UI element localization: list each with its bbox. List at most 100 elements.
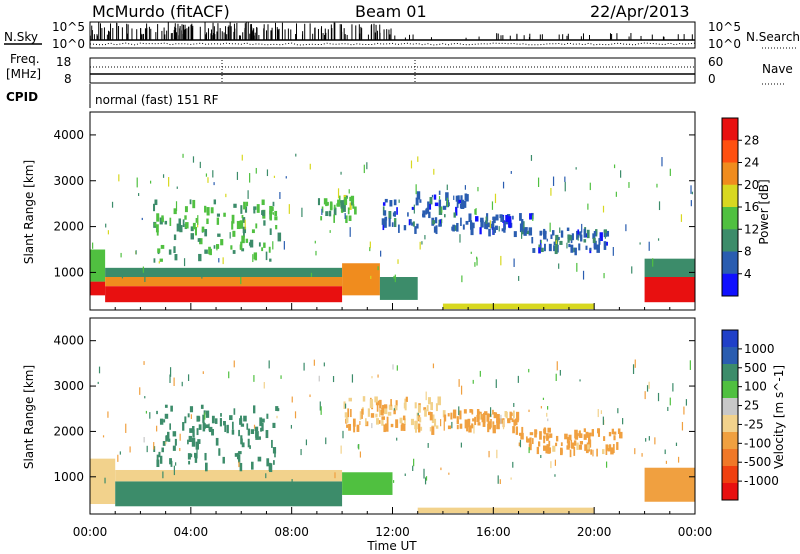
echo-band (90, 458, 116, 505)
power-axes: 1000 2000 3000 4000 (53, 128, 696, 310)
echo-speckle (300, 449, 302, 456)
echo-cell (399, 417, 403, 424)
echo-cell (161, 447, 164, 453)
echo-cell (471, 423, 474, 429)
echo-speckle (398, 199, 400, 203)
echo-cell (492, 424, 496, 434)
echo-cell (456, 222, 459, 232)
echo-cell (466, 424, 469, 432)
echo-speckle (559, 369, 561, 376)
echo-speckle (683, 406, 685, 415)
echo-cell (537, 441, 541, 447)
echo-cell (605, 230, 610, 237)
echo-cell (452, 409, 457, 419)
echo-speckle (617, 408, 619, 414)
colorbar-tick-label: -500 (744, 455, 771, 469)
echo-cell (195, 217, 198, 223)
echo-cell (555, 234, 559, 242)
echo-cell (369, 399, 374, 408)
echo-cell (561, 449, 563, 454)
echo-speckle (142, 266, 144, 273)
echo-speckle (547, 406, 549, 410)
echo-cell (512, 426, 515, 434)
echo-cell (429, 196, 433, 205)
echo-speckle (424, 235, 426, 240)
echo-cell (415, 197, 419, 206)
colorbar-frame (721, 329, 739, 501)
echo-cell (460, 217, 462, 226)
echo-cell (592, 233, 596, 239)
x-tick-label: 12:00 (375, 525, 410, 539)
echo-speckle (575, 167, 577, 170)
echo-cell (274, 210, 278, 217)
echo-speckle (472, 379, 474, 384)
velocity-axes: 1000 2000 3000 4000 (53, 334, 696, 514)
echo-cell (482, 419, 486, 427)
noise-sky-trace (89, 22, 695, 41)
power-ylabel: Slant Range [km] (22, 160, 36, 264)
echo-cell (435, 403, 438, 412)
echo-cell (258, 436, 261, 440)
echo-speckle (677, 456, 680, 463)
echo-cell (459, 423, 463, 429)
echo-cell (619, 431, 623, 439)
y-tick-label: 4000 (53, 128, 84, 142)
echo-cell (409, 219, 412, 224)
echo-cell (338, 195, 341, 204)
echo-speckle (459, 234, 461, 243)
echo-cell (156, 459, 160, 468)
echo-cell (348, 423, 352, 431)
echo-cell (471, 409, 474, 415)
echo-speckle (564, 176, 566, 182)
echo-cell (416, 223, 419, 229)
echo-cell (573, 446, 576, 456)
velocity-colorbar: 1000 500 100 25 -25 -100 -500 -1000 Velocity [m… (721, 329, 786, 501)
echo-speckle (658, 201, 661, 211)
echo-speckle (222, 257, 224, 265)
echo-band (644, 258, 695, 277)
echo-cell (548, 243, 552, 252)
nsky-label: N.Sky (4, 30, 38, 44)
echo-speckle (371, 423, 373, 429)
echo-speckle (240, 276, 242, 285)
echo-cell (447, 413, 450, 417)
echo-cell (586, 229, 590, 239)
echo-cell (240, 241, 243, 250)
echo-cell (433, 226, 438, 233)
echo-cell (395, 400, 398, 407)
echo-speckle (443, 421, 445, 431)
echo-speckle (348, 189, 350, 194)
nave-tick-top: 60 (708, 55, 723, 69)
echo-speckle (276, 415, 278, 419)
echo-speckle (547, 418, 549, 422)
echo-speckle (451, 421, 453, 429)
echo-cell (583, 239, 587, 243)
echo-cell (459, 203, 463, 209)
echo-speckle (612, 246, 614, 256)
echo-cell (435, 425, 439, 429)
colorbar-swatch (722, 381, 738, 399)
echo-cell (375, 413, 378, 418)
echo-cell (272, 201, 275, 207)
echo-cell (261, 418, 265, 423)
echo-speckle (432, 363, 435, 369)
echo-cell (159, 455, 163, 464)
echo-cell (173, 246, 176, 254)
echo-cell (414, 420, 418, 430)
velocity-panel: 1000 2000 3000 4000 Slant Range [km] (22, 317, 696, 515)
echo-speckle (669, 397, 671, 406)
echo-speckle (323, 362, 325, 367)
echo-speckle (253, 424, 256, 429)
echo-speckle (176, 186, 178, 189)
echo-speckle (477, 186, 479, 192)
colorbar-swatch (722, 118, 738, 141)
echo-speckle (412, 465, 414, 472)
echo-cell (247, 438, 250, 448)
echo-cell (456, 424, 459, 430)
y-tick-label: 2000 (53, 220, 84, 234)
nave-tick-bottom: 0 (708, 72, 716, 86)
echo-cell (550, 234, 553, 240)
echo-cell (164, 413, 169, 419)
echo-speckle (433, 168, 435, 175)
echo-cell (240, 205, 243, 214)
